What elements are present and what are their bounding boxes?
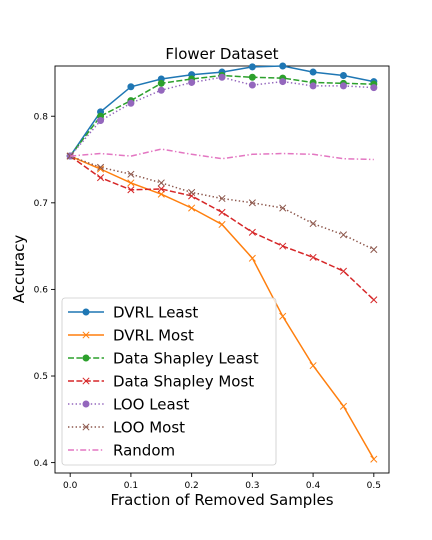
data-point [248,254,256,262]
data-point [279,78,287,86]
legend-label: Data Shapley Least [113,350,259,368]
plot-area [54,62,390,474]
plot-frame [54,65,390,474]
y-tick-label: 0.4 [34,459,49,469]
legend-label: LOO Least [113,396,190,414]
series-random [70,148,374,161]
data-point [279,62,287,70]
series-loo-most [66,152,378,254]
data-point [157,185,165,193]
data-point [188,192,196,200]
data-point [97,117,105,125]
data-point [218,208,226,216]
data-point [248,81,256,89]
y-axis-label: Accuracy [10,235,28,304]
chart-title: Flower Dataset [165,45,278,63]
data-point [157,86,165,94]
data-point [309,82,317,90]
x-tick-label: 0.3 [245,481,259,491]
data-point [157,179,165,187]
data-point [188,188,196,196]
legend-marker [82,308,90,316]
data-point [370,84,378,92]
data-point [339,267,348,275]
data-point [248,228,256,236]
legend-box [61,297,277,466]
legend-label: DVRL Most [113,327,194,345]
data-point [339,72,347,80]
series-line [70,148,374,161]
data-point [127,99,135,107]
data-point [157,190,165,198]
x-tick-label: 0.2 [184,481,198,491]
data-point [370,296,378,304]
data-point [279,312,287,320]
series-data-shapley-most [66,152,378,304]
data-point [127,186,135,194]
data-point [188,78,196,86]
legend-marker [82,331,90,339]
data-point [248,73,256,81]
data-point [279,204,287,212]
data-point [157,79,165,87]
data-point [339,82,347,90]
data-point [127,83,135,91]
legend-marker [82,423,90,431]
legend-label: Data Shapley Most [113,373,254,391]
x-tick-label: 0.5 [367,481,381,491]
x-tick-label: 0.4 [306,481,321,491]
data-point [127,179,135,187]
x-tick-label: 0.1 [124,481,138,491]
data-point [248,63,256,71]
data-point [218,73,226,81]
data-point [248,199,256,207]
data-point [96,165,105,173]
data-point [96,163,105,171]
series-line [69,155,375,301]
y-tick-label: 0.6 [34,286,49,296]
x-tick-label: 0.0 [63,481,78,491]
y-tick-label: 0.8 [34,112,49,122]
data-point [309,362,317,370]
data-point [370,455,378,463]
x-axis-label: Fraction of Removed Samples [110,491,333,509]
legend-label: Random [113,442,175,460]
data-point [309,220,317,228]
data-point [218,220,226,229]
data-point [370,246,378,254]
y-tick-label: 0.5 [34,372,48,382]
legend-marker [82,377,90,385]
data-point [96,174,105,182]
data-point [66,152,74,160]
y-axis: 0.4 0.5 0.6 0.7 0.8 [34,112,55,469]
legend: DVRL Least DVRL Most Data Shapley Least Dat… [61,297,277,466]
legend-marker [82,400,90,408]
data-point [127,170,135,178]
data-point [309,68,317,76]
y-tick-label: 0.7 [34,199,48,209]
data-point [309,253,317,261]
legend-label: LOO Most [113,419,185,437]
legend-label: DVRL Least [113,304,198,322]
data-point [339,402,348,410]
data-point [339,231,348,239]
data-point [218,194,226,203]
data-point [279,242,287,250]
data-point [188,204,196,212]
legend-marker [82,354,90,362]
x-axis: 0.0 0.1 0.2 0.3 0.4 0.5 [63,473,381,491]
